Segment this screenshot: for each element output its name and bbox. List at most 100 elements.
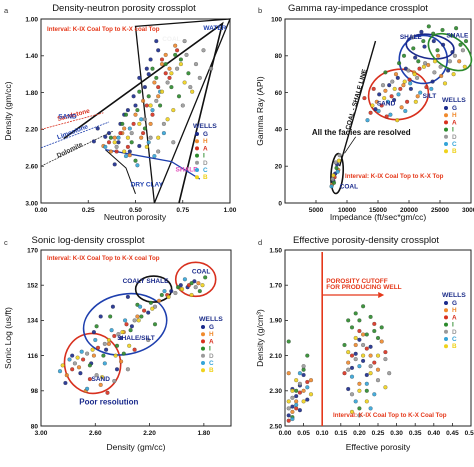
y-tick-label: 80	[275, 53, 283, 60]
data-point	[129, 131, 134, 136]
data-point	[70, 353, 75, 358]
x-tick-label: 0.20	[353, 430, 366, 437]
data-point	[188, 85, 193, 90]
data-point	[368, 314, 373, 319]
data-point	[286, 371, 291, 376]
data-point	[330, 177, 335, 182]
data-point	[357, 318, 362, 323]
x-tick-label: 20000	[400, 207, 418, 214]
region-label: SAND	[92, 376, 111, 383]
x-tick-label: 0.05	[297, 430, 310, 437]
x-tick-label: 10000	[338, 207, 356, 214]
y-tick-label: 100	[271, 16, 282, 23]
data-point	[365, 118, 370, 123]
data-point	[417, 66, 422, 71]
data-point	[93, 337, 98, 343]
panel-c-x-ticks: 3.00 2.60 2.20 1.80	[35, 423, 211, 437]
data-point	[372, 360, 377, 365]
data-point	[392, 86, 397, 91]
data-point	[142, 117, 147, 122]
panel-b-title: Gamma ray-impedance crossplot	[288, 3, 428, 14]
data-point	[175, 66, 180, 71]
data-point	[135, 314, 140, 319]
data-point	[91, 353, 96, 358]
legend-marker	[195, 175, 199, 180]
region-label: Poor resolution	[79, 397, 138, 406]
x-tick-label: 25000	[431, 207, 449, 214]
data-point	[402, 79, 407, 84]
data-point	[412, 72, 417, 77]
data-point	[331, 173, 336, 178]
data-point	[286, 406, 291, 411]
y-tick-label: 0	[278, 200, 282, 207]
data-point	[294, 378, 299, 383]
data-point	[364, 372, 369, 378]
region-label: COAL	[192, 268, 210, 275]
data-point	[393, 72, 399, 77]
data-point	[112, 333, 117, 339]
x-tick-label: 3.00	[35, 430, 48, 437]
data-point	[78, 371, 83, 376]
data-point	[135, 108, 140, 113]
data-point	[157, 298, 162, 303]
data-point	[379, 325, 384, 330]
data-point	[148, 121, 153, 126]
data-point	[94, 324, 99, 329]
data-point	[449, 33, 454, 38]
panel-c-interval: Interval: K-IX Coal Top to K-X coal Top	[47, 255, 160, 262]
data-point	[353, 357, 358, 362]
data-point	[331, 180, 337, 185]
data-point	[438, 64, 443, 69]
panel-c-letter: c	[4, 238, 8, 247]
data-point	[301, 367, 306, 372]
data-point	[421, 39, 426, 44]
panel-b-xlabel: Impedance (ft/sec*gm/cc)	[330, 212, 427, 222]
panel-b-interval: Interval: K-IX Coal Top to K-X Top	[345, 173, 444, 180]
data-point	[396, 92, 401, 97]
data-point	[423, 61, 428, 66]
legend-marker	[201, 368, 205, 373]
legend-entry: D	[203, 160, 208, 167]
legend-marker	[444, 337, 448, 341]
legend-marker	[444, 113, 448, 118]
panel-b-sand-ellipse	[367, 68, 430, 121]
data-point	[446, 68, 451, 73]
y-tick-label: 20	[275, 164, 283, 171]
panel-d-cutoff-label: FOR PRODUCING WELL	[326, 284, 401, 291]
data-point	[329, 184, 334, 189]
data-point	[127, 126, 132, 131]
data-point	[336, 158, 341, 163]
data-point	[364, 332, 369, 337]
x-tick-label: 0.00	[279, 430, 292, 437]
panel-d-cutoff-arrow-head	[378, 292, 385, 298]
legend-entry: I	[203, 153, 205, 160]
data-point	[368, 371, 373, 376]
panel-a-plot-frame	[40, 18, 231, 204]
x-tick-label: 0.35	[409, 430, 422, 437]
data-point	[146, 310, 151, 315]
data-point	[349, 353, 355, 358]
data-point	[371, 86, 376, 91]
panel-d-cutoff-label: POROSITY CUTOFF	[326, 278, 388, 285]
data-point	[357, 381, 362, 386]
legend-marker	[444, 134, 448, 139]
data-point	[346, 350, 351, 355]
data-point	[144, 144, 149, 149]
data-point	[91, 139, 96, 144]
data-point	[112, 140, 117, 145]
panel-a-points	[91, 39, 214, 168]
data-point	[372, 321, 377, 326]
data-point	[301, 388, 306, 393]
legend-marker	[201, 332, 205, 337]
data-point	[297, 390, 302, 395]
data-point	[290, 388, 295, 393]
data-point	[98, 314, 103, 319]
data-point	[176, 94, 182, 99]
data-point	[118, 131, 123, 136]
data-point	[171, 140, 176, 145]
data-point	[390, 79, 395, 84]
data-point	[349, 374, 355, 379]
data-point	[361, 342, 366, 348]
data-point	[430, 79, 435, 84]
data-point	[384, 114, 389, 119]
